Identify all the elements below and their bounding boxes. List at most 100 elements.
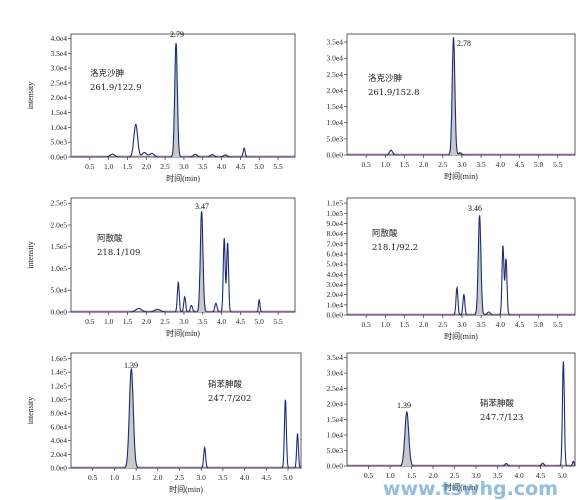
x-tick-label: 3.0 [179, 317, 189, 326]
x-tick-label: 3.5 [476, 320, 486, 329]
x-tick-label: 1.5 [400, 320, 410, 329]
y-tick-label: 2.0e4 [327, 86, 344, 95]
y-tick-label: 0.0e0 [51, 308, 68, 317]
x-tick-label: 2.5 [160, 162, 170, 171]
y-tick-label: 7.0e4 [327, 239, 344, 248]
x-tick-label: 1.5 [131, 473, 141, 482]
y-tick-label: 3.0e4 [327, 369, 344, 378]
y-tick-label: 3.0e4 [327, 54, 344, 63]
x-tick-label: 4.0 [240, 473, 250, 482]
y-tick-label: 8.0e4 [51, 409, 68, 418]
plot-frame [346, 33, 576, 156]
x-tick-label: 3.0 [457, 160, 467, 169]
y-tick-label: 1.5e4 [327, 102, 344, 111]
x-tick-label: 4.5 [515, 160, 525, 169]
x-tick-label: 3.0 [471, 471, 481, 480]
y-tick-label: 8.0e4 [327, 229, 344, 238]
x-tick-label: 2.5 [450, 471, 460, 480]
y-tick-label: 5.0e3 [327, 134, 344, 143]
x-tick-label: 1.0 [104, 162, 114, 171]
x-tick-label: 5.0 [255, 162, 265, 171]
y-tick-label: 1.1e5 [327, 199, 344, 208]
mrm-transition: 247.7/202 [208, 394, 251, 404]
x-tick-label: 4.5 [536, 471, 546, 480]
x-axis-label: 时间(min) [169, 484, 203, 494]
y-tick-label: 1.0e5 [327, 209, 344, 218]
watermark-text: www.tswhg.com [383, 478, 558, 500]
y-tick-label: 0.0e0 [51, 153, 68, 162]
compound-name: 洛克沙胂 [90, 68, 124, 79]
y-tick-label: 6.0e4 [327, 249, 344, 258]
peak-label: 3.47 [195, 202, 209, 211]
y-tick-label: 3.5e4 [51, 49, 68, 58]
x-tick-label: 5.5 [273, 317, 283, 326]
x-tick-label: 5.0 [557, 471, 567, 480]
panel-6: 0.0e0 5.0e3 1.0e4 1.5e4 2.0e4 2.5e4 3.0e4 3.5e4… [327, 352, 576, 492]
x-tick-label: 1.0 [381, 320, 391, 329]
x-tick-label: 0.5 [85, 317, 95, 326]
panel-1: 0.0e0 5.0e3 1.0e4 1.5e4 2.0e4 2.5e4 3.0e4 3.5e4… [26, 30, 296, 183]
y-tick-label: 2.0e4 [51, 93, 68, 102]
y-tick-label: 2.0e4 [51, 450, 68, 459]
x-tick-label: 0.5 [361, 320, 371, 329]
y-tick-label: 1.5e4 [51, 108, 68, 117]
panel-2: 0.0e0 5.0e3 1.0e4 1.5e4 2.0e4 2.5e4 3.0e4 3.5e4… [327, 33, 576, 181]
compound-name: 阿散酸 [97, 233, 123, 244]
y-tick-label: 1.2e5 [51, 381, 68, 390]
x-tick-label: 3.5 [493, 471, 503, 480]
x-tick-label: 2.0 [153, 473, 163, 482]
y-tick-label: 2.5e4 [327, 70, 344, 79]
compound-name: 洛克沙胂 [368, 73, 402, 84]
plot-frame [70, 352, 302, 469]
chromatogram-trace [71, 43, 295, 158]
y-tick-label: 4.0e4 [51, 436, 68, 445]
x-tick-label: 5.5 [553, 320, 563, 329]
x-tick-label: 4.5 [236, 317, 246, 326]
y-tick-label: 2.0e4 [327, 400, 344, 409]
y-tick-label: 5.0e4 [327, 260, 344, 269]
y-tick-label: 5.0e3 [51, 138, 68, 147]
x-tick-label: 1.5 [407, 471, 417, 480]
x-tick-label: 1.0 [385, 471, 395, 480]
x-tick-label: 4.5 [515, 320, 525, 329]
x-tick-label: 4.0 [496, 320, 506, 329]
x-tick-label: 4.0 [496, 160, 506, 169]
mrm-transition: 261.9/152.8 [368, 88, 420, 98]
x-tick-label: 4.5 [262, 473, 272, 482]
peak-label: 1.39 [397, 401, 411, 410]
x-tick-label: 3.5 [476, 160, 486, 169]
y-tick-label: 2.5e5 [51, 199, 68, 208]
y-tick-label: 3.0e4 [327, 280, 344, 289]
x-tick-label: 2.0 [428, 471, 438, 480]
x-axis-label: 时间(min) [444, 171, 478, 181]
x-tick-label: 5.0 [534, 160, 544, 169]
panel-3: 0.0e0 5.0e4 1.0e5 1.5e5 2.0e5 2.5e5 0.5 1.0 1.5 2… [26, 197, 296, 338]
x-tick-label: 5.0 [255, 317, 265, 326]
x-tick-label: 2.0 [142, 162, 152, 171]
y-tick-label: 6.0e4 [51, 422, 68, 431]
plot-frame [70, 197, 296, 313]
x-tick-label: 0.5 [85, 162, 95, 171]
plot-frame [346, 352, 576, 467]
x-tick-label: 1.5 [123, 162, 133, 171]
x-tick-label: 0.5 [361, 160, 371, 169]
x-tick-label: 1.5 [400, 160, 410, 169]
chromatogram-trace [71, 211, 295, 313]
x-tick-label: 5.0 [534, 320, 544, 329]
x-tick-label: 1.5 [123, 317, 133, 326]
x-tick-label: 1.0 [381, 160, 391, 169]
x-tick-label: 2.0 [419, 160, 429, 169]
x-tick-label: 2.5 [438, 320, 448, 329]
x-tick-label: 3.0 [197, 473, 207, 482]
x-axis-label: 时间(min) [166, 173, 200, 183]
x-tick-label: 1.0 [110, 473, 120, 482]
mrm-transition: 261.9/122.9 [90, 83, 142, 93]
x-tick-label: 3.0 [179, 162, 189, 171]
y-tick-label: 5.0e4 [51, 286, 68, 295]
x-tick-label: 2.0 [419, 320, 429, 329]
x-tick-label: 5.0 [283, 473, 293, 482]
y-tick-label: 2.0e5 [51, 220, 68, 229]
x-tick-label: 4.0 [217, 162, 227, 171]
